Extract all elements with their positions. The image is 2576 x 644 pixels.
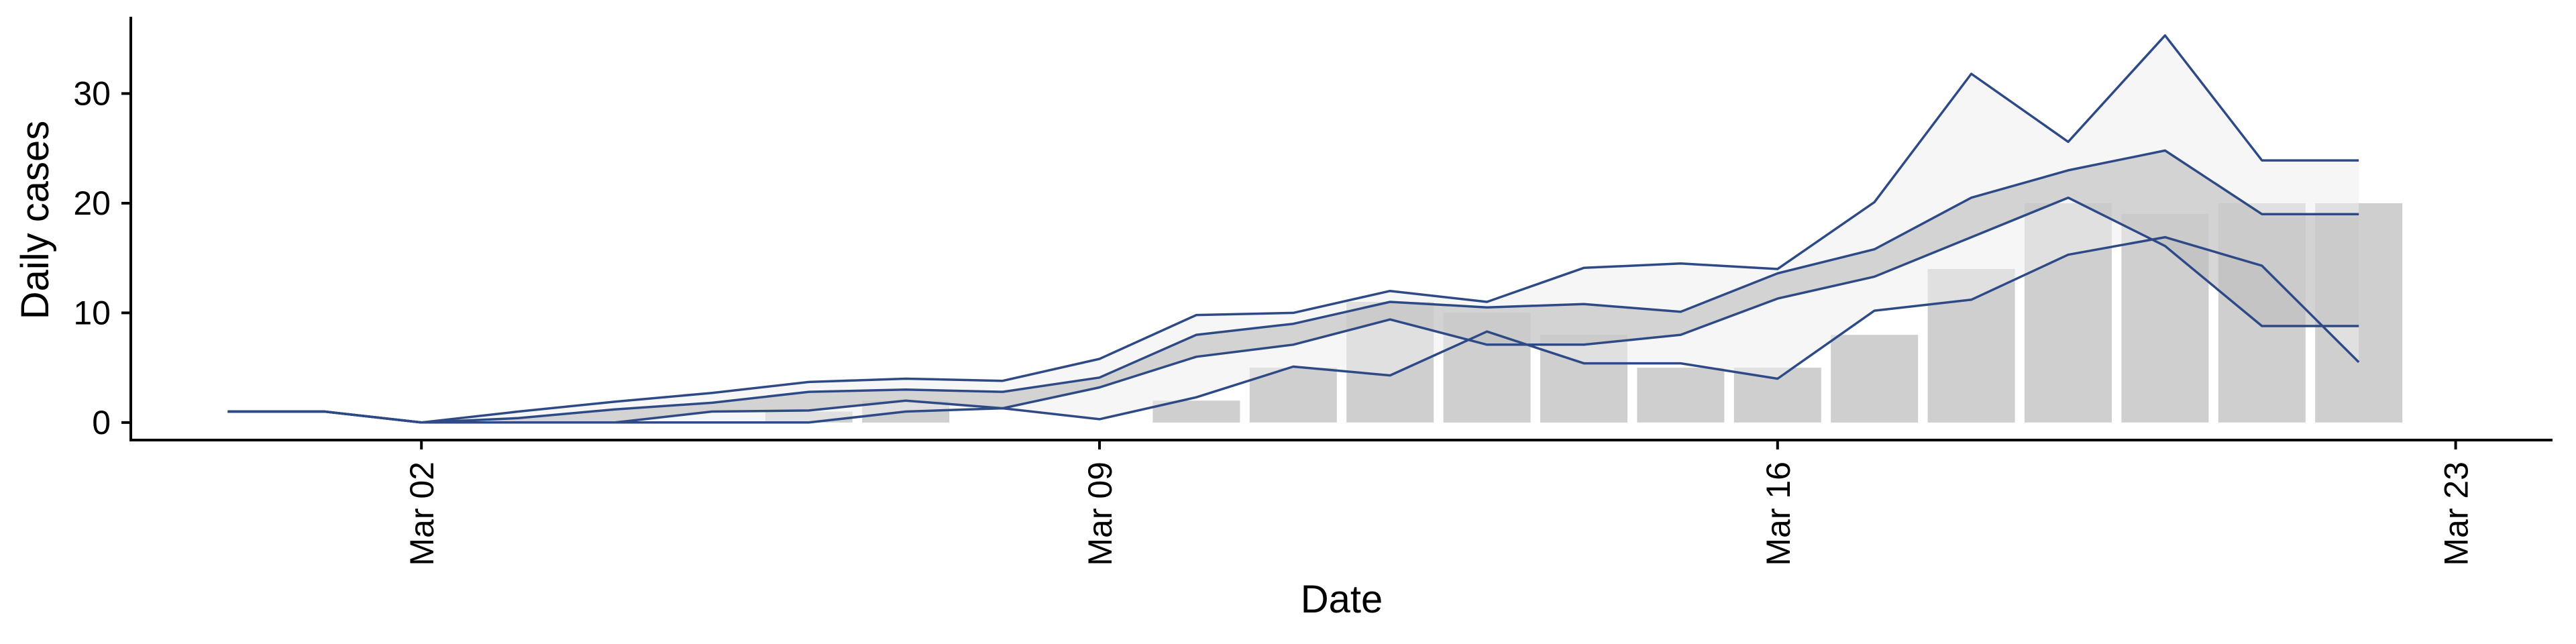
outer-upper-line [227, 34, 2359, 424]
y-tick-label: 10 [73, 294, 111, 331]
x-tick-label: Mar 23 [2438, 462, 2475, 566]
y-axis-ticks: 0 10 20 30 [73, 74, 131, 441]
inner-upper-line [227, 149, 2359, 424]
plot-area [227, 34, 2403, 424]
bar-2020-03-15 [1637, 368, 1725, 423]
y-tick-label: 20 [73, 184, 111, 222]
x-tick-label: Mar 09 [1081, 462, 1119, 566]
bands-layer [227, 34, 2360, 424]
outer-interval-band [227, 35, 2359, 423]
x-tick-label: Mar 16 [1760, 462, 1797, 566]
x-axis-ticks: Mar 02 Mar 09 Mar 16 Mar 23 [403, 440, 2475, 566]
inner-interval-band [227, 150, 2359, 423]
y-tick-label: 0 [92, 404, 111, 441]
y-tick-label: 30 [73, 74, 111, 112]
inner-lower-line [227, 196, 2359, 424]
x-tick-label: Mar 02 [403, 462, 441, 566]
y-axis-title: Daily cases [13, 121, 57, 320]
x-axis-title: Date [1301, 578, 1383, 621]
bar-2020-03-17 [1831, 335, 1919, 423]
